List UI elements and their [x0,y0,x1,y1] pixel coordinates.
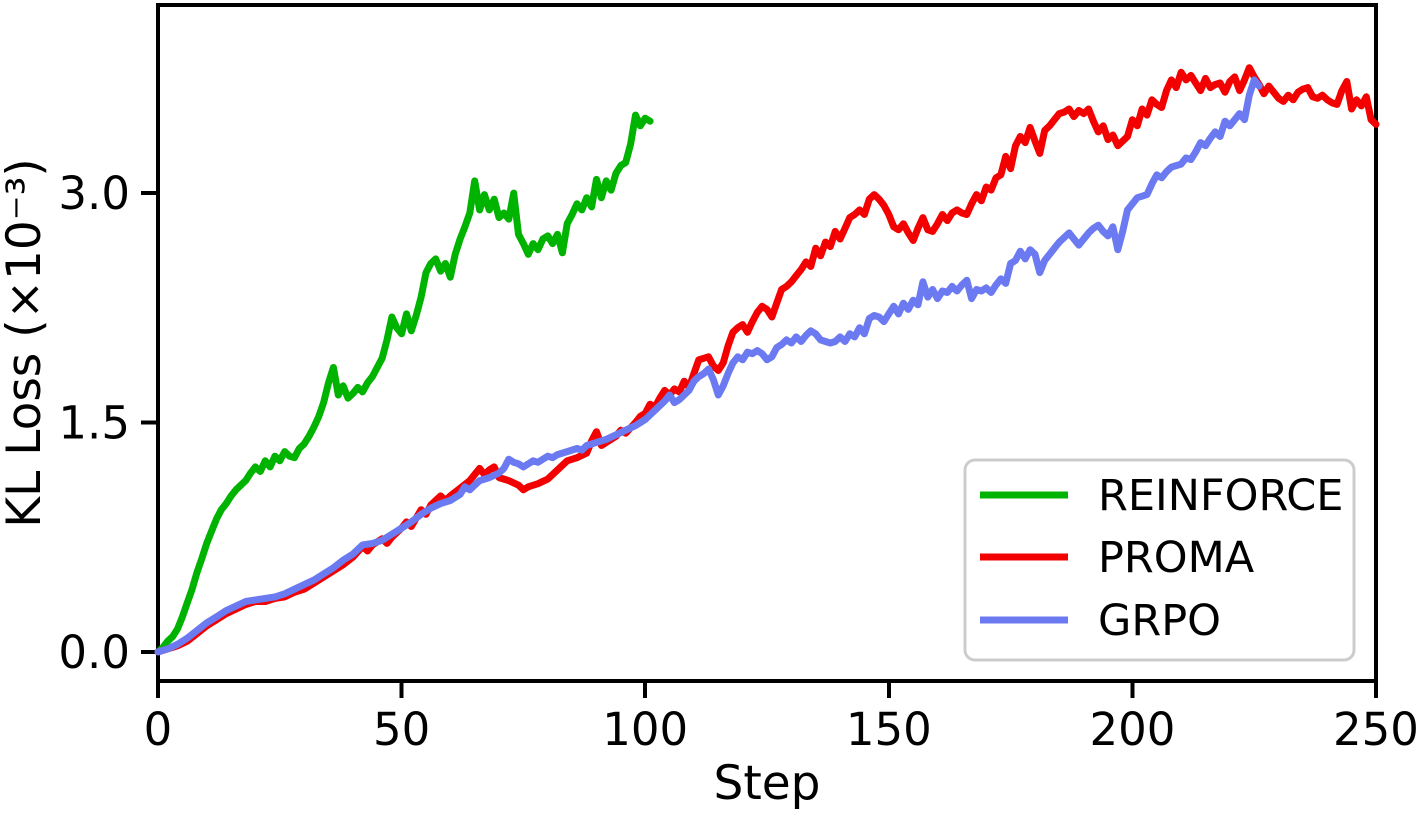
legend-label-reinforce: REINFORCE [1098,471,1343,521]
proma-line [154,64,1380,656]
y-tick-label: 0.0 [58,626,130,679]
y-tick-label: 3.0 [58,167,130,220]
reinforce-line [154,111,654,656]
x-tick-label: 0 [144,703,173,756]
x-tick-label: 200 [1089,703,1175,756]
y-axis-label: KL Loss (×10⁻³) [0,158,52,527]
x-axis-label: Step [713,756,820,811]
plot-area-border [156,3,1378,683]
x-axis-ticks: 0 50 100 150 200 250 [144,683,1416,756]
grpo-line [154,76,1263,656]
x-tick-label: 50 [373,703,430,756]
legend-frame [963,458,1356,662]
y-tick-label: 1.5 [58,397,130,450]
x-tick-label: 250 [1333,703,1416,756]
legend: REINFORCE PROMA GRPO [963,458,1356,662]
data-series [154,64,1380,656]
legend-label-grpo: GRPO [1098,596,1221,646]
legend-label-proma: PROMA [1098,533,1255,583]
y-axis-ticks: 0.0 1.5 3.0 [58,167,156,679]
x-tick-label: 100 [602,703,688,756]
x-tick-label: 150 [846,703,932,756]
